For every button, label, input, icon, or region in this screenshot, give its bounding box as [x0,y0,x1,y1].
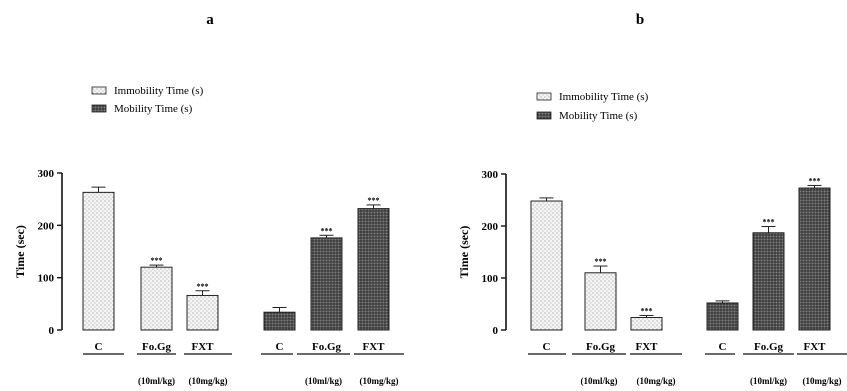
panel-b-x-sublabel-mobility-fogg: (10ml/kg) [750,376,787,386]
panel-b-bar-mobility-c [706,302,739,331]
panel-b-legend-label-immobility: Immobility Time (s) [559,91,649,103]
panel-a-x-sublabel-mobility-fxt: (10mg/kg) [360,376,399,386]
panel-b-legend-label-mobility: Mobility Time (s) [559,110,638,122]
panel-a-x-label-mobility-fxt: FXT [363,341,386,353]
panel-a-legend-label-immobility: Immobility Time (s) [114,85,204,97]
panel-a-legend-swatch-mobility [91,104,107,113]
panel-b-y-tick-label-0: 0 [493,325,499,337]
panel-a-x-sublabel-mobility-fogg: (10ml/kg) [305,376,342,386]
panel-b-x-label-immobility-fogg: Fo.Gg [586,341,616,353]
panel-b-bar-mobility-fogg [752,232,785,331]
panel-b-significance-mobility-fogg: *** [763,218,775,227]
panel-b-letter: b [636,12,644,28]
panel-a-y-tick-label-100: 100 [38,273,55,285]
panel-b-y-tick-label-100: 100 [482,273,499,285]
panel-a-x-label-immobility-fxt: FXT [192,341,215,353]
panel-a-significance-mobility-fxt: *** [368,196,380,205]
panel-a-significance-mobility-fogg: *** [321,226,333,235]
panel-a-y-tick-label-300: 300 [38,168,55,180]
panel-a-letter: a [206,12,214,28]
panel-b-bar-mobility-fxt [798,187,831,331]
panel-a-y-tick-label-200: 200 [38,220,55,232]
panel-b-x-sublabel-immobility-fogg: (10ml/kg) [581,376,618,386]
panel-a-bar-immobility-fogg [140,266,173,331]
panel-b-x-sublabel-mobility-fxt: (10mg/kg) [803,376,842,386]
panel-a-legend-swatch-immobility [91,86,107,95]
panel-a-bar-immobility-c [82,191,115,331]
panel-a-y-axis-label: Time (sec) [13,225,27,278]
panel-b-legend-swatch-mobility [536,111,552,120]
panel-a-x-label-immobility-fogg: Fo.Gg [142,341,172,353]
panel-a-significance-immobility-fxt: *** [197,282,209,291]
panel-b-x-label-mobility-c: C [719,341,727,353]
panel-b-significance-immobility-fxt: *** [641,306,653,315]
panel-b-x-label-mobility-fogg: Fo.Gg [754,341,784,353]
panel-b-x-label-immobility-fxt: FXT [636,341,659,353]
panel-a-x-sublabel-immobility-fxt: (10mg/kg) [189,376,228,386]
panel-b-bar-immobility-c [530,200,563,331]
panel-b-y-axis-label: Time (sec) [457,226,471,279]
panel-a-y-tick-label-0: 0 [49,325,55,337]
panel-b-x-label-mobility-fxt: FXT [804,341,827,353]
panel-a-bar-immobility-fxt [186,294,219,331]
panel-a-bar-mobility-fxt [357,208,390,331]
panel-b-bar-immobility-fogg [584,272,617,331]
panel-a-x-label-immobility-c: C [95,341,103,353]
panel-b-significance-mobility-fxt: *** [809,176,821,185]
panel-b-x-sublabel-immobility-fxt: (10mg/kg) [637,376,676,386]
panel-b-bar-immobility-fxt [630,317,663,331]
panel-b-y-tick-label-300: 300 [482,169,499,181]
panel-b-legend-swatch-immobility [536,92,552,101]
panel-a-legend-label-mobility: Mobility Time (s) [114,103,193,115]
panel-a-x-label-mobility-c: C [276,341,284,353]
panel-a-x-label-mobility-fogg: Fo.Gg [312,341,342,353]
panel-b-significance-immobility-fogg: *** [595,257,607,266]
panel-a-x-sublabel-immobility-fogg: (10ml/kg) [138,376,175,386]
panel-a-bar-mobility-c [263,311,296,331]
panel-b-x-label-immobility-c: C [543,341,551,353]
panel-b-y-tick-label-200: 200 [482,221,499,233]
panel-a-significance-immobility-fogg: *** [151,256,163,265]
panel-a-bar-mobility-fogg [310,237,343,331]
